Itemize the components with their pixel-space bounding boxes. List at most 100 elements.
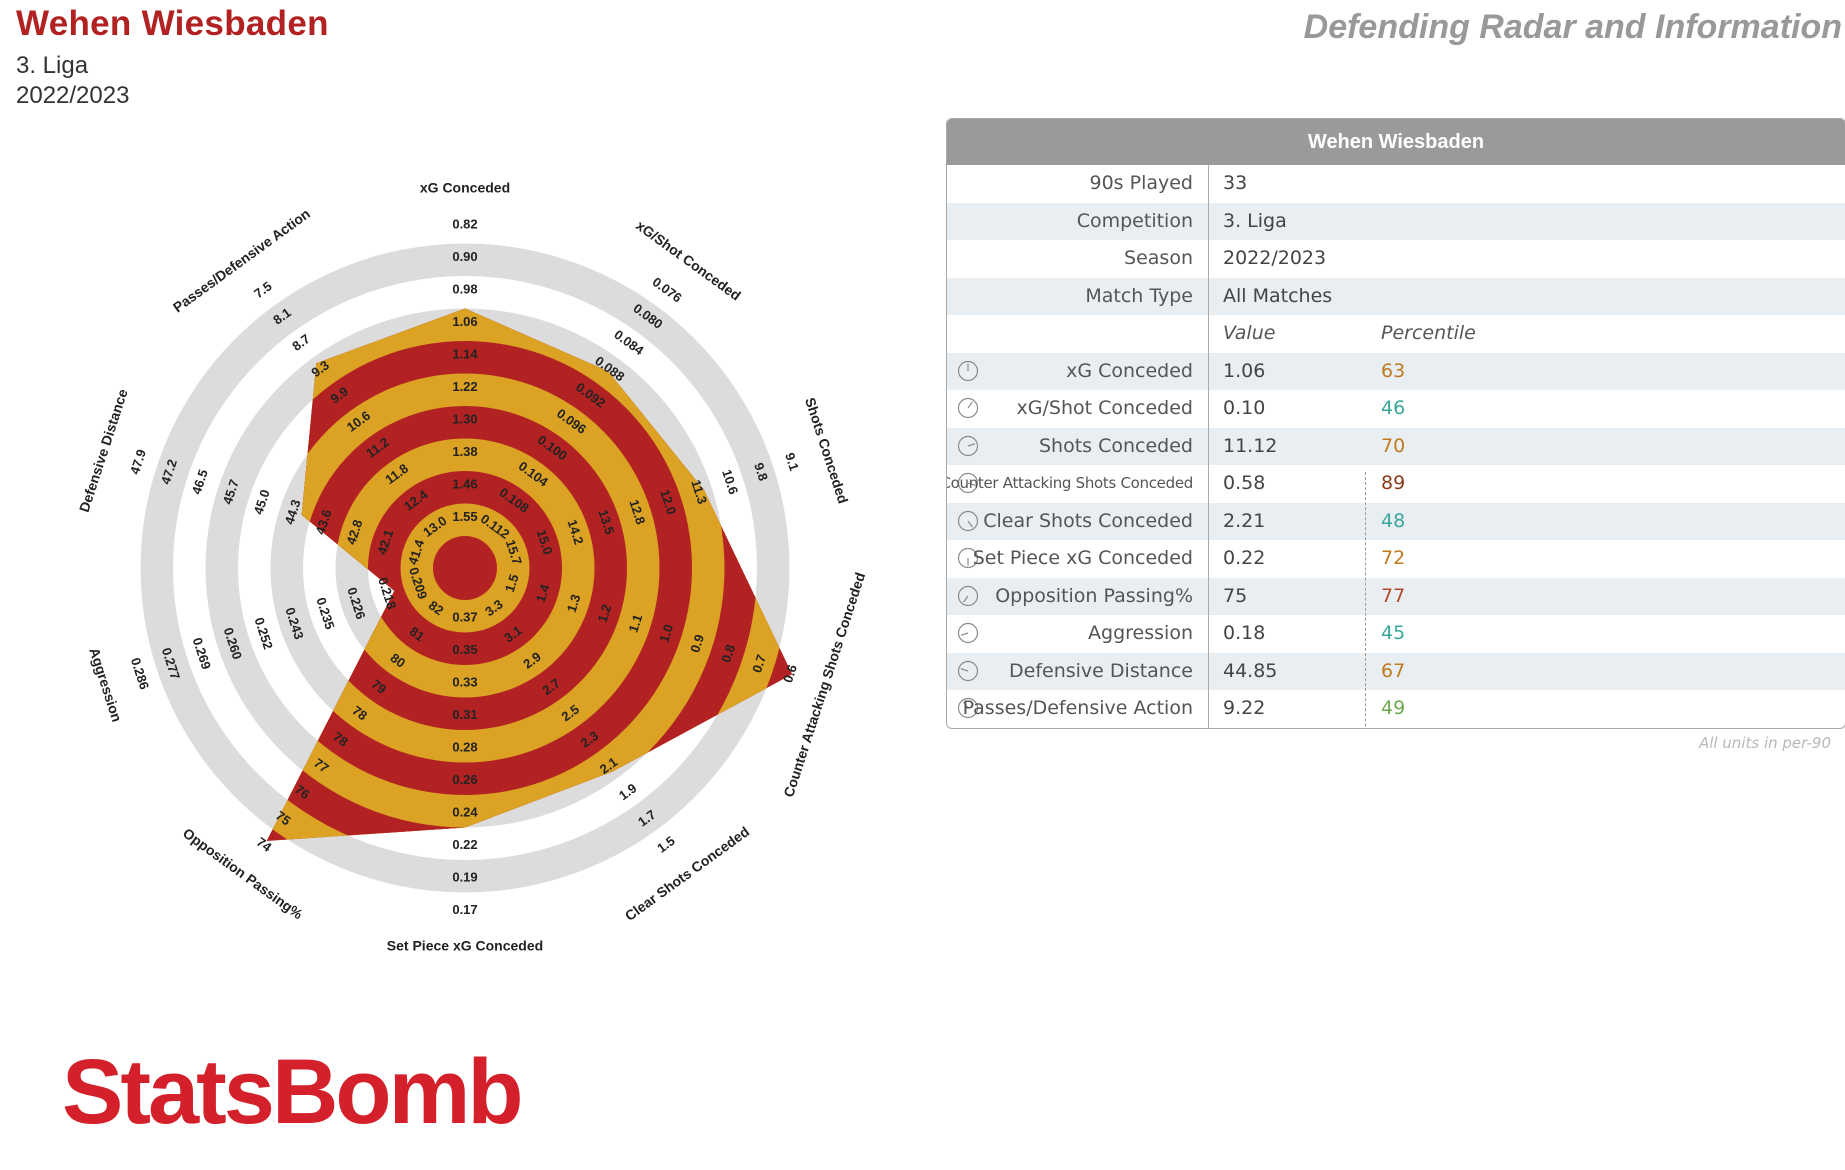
info-value: 33 (1223, 172, 1248, 194)
info-label: Match Type (1085, 284, 1193, 307)
tick-label: 77 (311, 755, 332, 776)
tick-label: 76 (292, 782, 313, 803)
info-value: All Matches (1223, 284, 1333, 307)
tick-label: 1.30 (452, 412, 477, 427)
info-row: Match Type All Matches (947, 277, 1845, 315)
col-value-header: Value (1223, 322, 1276, 344)
tick-label: 1.5 (502, 572, 522, 594)
info-row: Competition 3. Liga (947, 202, 1845, 240)
metric-label: Shots Conceded (1039, 434, 1193, 457)
metric-percentile: 70 (1381, 434, 1406, 457)
info-value: 3. Liga (1223, 209, 1287, 232)
tick-label: 14.2 (565, 518, 587, 547)
tick-label: 79 (369, 676, 390, 697)
tick-label: 0.24 (452, 805, 478, 820)
tick-label: 1.55 (452, 509, 477, 524)
tick-label: 0.33 (452, 675, 477, 690)
axis-label: Set Piece xG Conceded (387, 938, 543, 954)
info-rows: 90s Played 33 Competition 3. Liga Season 2022… (947, 165, 1845, 315)
tick-label: 0.17 (452, 902, 477, 917)
gauge-icon (957, 622, 979, 644)
info-value: 2022/2023 (1223, 247, 1327, 269)
tick-label: 9.1 (782, 451, 802, 473)
season-label: 2022/2023 (16, 82, 130, 109)
metric-row: Set Piece xG Conceded 0.22 72 (947, 540, 1845, 578)
tick-label: 0.82 (452, 217, 477, 232)
tick-label: 0.31 (452, 707, 477, 722)
radar-chart: 0.82 0.90 0.98 1.06 1.14 1.22 1.30 1.38 1.46 1.55… (76, 180, 868, 954)
tick-label: 43.6 (312, 508, 334, 537)
metric-value: 11.12 (1223, 434, 1278, 457)
metric-row: Shots Conceded 11.12 70 (947, 427, 1845, 465)
metric-value: 0.58 (1223, 472, 1266, 494)
metric-value: 75 (1223, 584, 1248, 607)
metric-label: xG Conceded (1066, 359, 1193, 382)
competition-label: 3. Liga (16, 52, 89, 79)
metric-value: 0.22 (1223, 547, 1266, 569)
metric-percentile: 45 (1381, 622, 1406, 644)
gauge-icon (957, 435, 979, 456)
tick-label: 80 (388, 650, 409, 671)
tick-label: 12.0 (657, 488, 679, 517)
tick-label: 45.0 (251, 488, 273, 517)
metric-row: Aggression 0.18 45 (947, 615, 1845, 653)
tick-label: 45.7 (220, 478, 242, 507)
tick-label: 1.22 (452, 379, 477, 394)
tick-label: 81 (407, 624, 428, 645)
gauge-icon (957, 510, 979, 531)
axis-label: xG Conceded (420, 180, 510, 196)
info-label: Season (1124, 247, 1193, 269)
tick-label: 82 (426, 598, 447, 619)
tick-label: 47.9 (127, 447, 149, 476)
tick-label: 0.9 (687, 633, 707, 655)
metric-percentile: 63 (1381, 359, 1406, 382)
metric-label: Counter Attacking Shots Conceded (946, 474, 1193, 492)
tick-label: 11.3 (688, 478, 710, 506)
metric-percentile: 48 (1381, 509, 1406, 532)
tick-label: 78 (330, 729, 351, 750)
metric-value: 9.22 (1223, 697, 1266, 719)
tick-label: 46.5 (189, 468, 211, 497)
info-label: 90s Played (1089, 172, 1194, 194)
tick-label: 0.19 (452, 870, 477, 885)
tick-label: 0.28 (452, 740, 477, 755)
tick-label: 0.26 (452, 772, 477, 787)
tick-label: 0.35 (452, 642, 477, 657)
metric-row: Clear Shots Conceded 2.21 48 (947, 502, 1845, 540)
metric-label: Defensive Distance (1009, 659, 1193, 682)
tick-label: 47.2 (158, 457, 180, 486)
percentile-divider (1365, 472, 1366, 728)
statsbomb-logo: StatsBomb (62, 1041, 524, 1143)
gauge-icon (957, 697, 979, 719)
metric-row: Counter Attacking Shots Conceded 0.58 89 (947, 465, 1845, 503)
tick-label: 9.8 (751, 461, 771, 483)
tick-label: 0.8 (718, 643, 738, 665)
metric-row: xG Conceded 1.06 63 (947, 352, 1845, 390)
metric-value: 1.06 (1223, 359, 1266, 382)
page-title: Defending Radar and Information (1303, 8, 1842, 46)
metric-row: Defensive Distance 44.85 67 (947, 652, 1845, 690)
tick-label: 12.8 (626, 498, 648, 527)
team-name: Wehen Wiesbaden (16, 4, 329, 43)
info-row: Season 2022/2023 (947, 240, 1845, 278)
gauge-icon (957, 472, 979, 494)
gauge-icon (957, 360, 979, 381)
tick-label: 0.37 (452, 610, 477, 625)
units-footnote: All units in per-90 (1698, 734, 1831, 752)
metric-label: Opposition Passing% (995, 584, 1193, 607)
metric-percentile: 49 (1381, 697, 1406, 719)
radar-center (433, 536, 497, 600)
tick-label: 1.38 (452, 444, 477, 459)
metric-row: xG/Shot Conceded 0.10 46 (947, 390, 1845, 428)
metric-percentile: 46 (1381, 397, 1406, 419)
tick-label: 78 (349, 703, 370, 724)
metric-value: 0.10 (1223, 397, 1266, 419)
metric-row: Passes/Defensive Action 9.22 49 (947, 690, 1845, 728)
gauge-icon (957, 585, 979, 606)
tick-label: 42.8 (343, 518, 365, 547)
metric-percentile: 77 (1381, 584, 1406, 607)
metric-value: 0.18 (1223, 622, 1266, 644)
tick-label: 1.06 (452, 314, 477, 329)
tick-label: 75 (273, 808, 294, 829)
tick-label: 1.4 (533, 582, 553, 605)
